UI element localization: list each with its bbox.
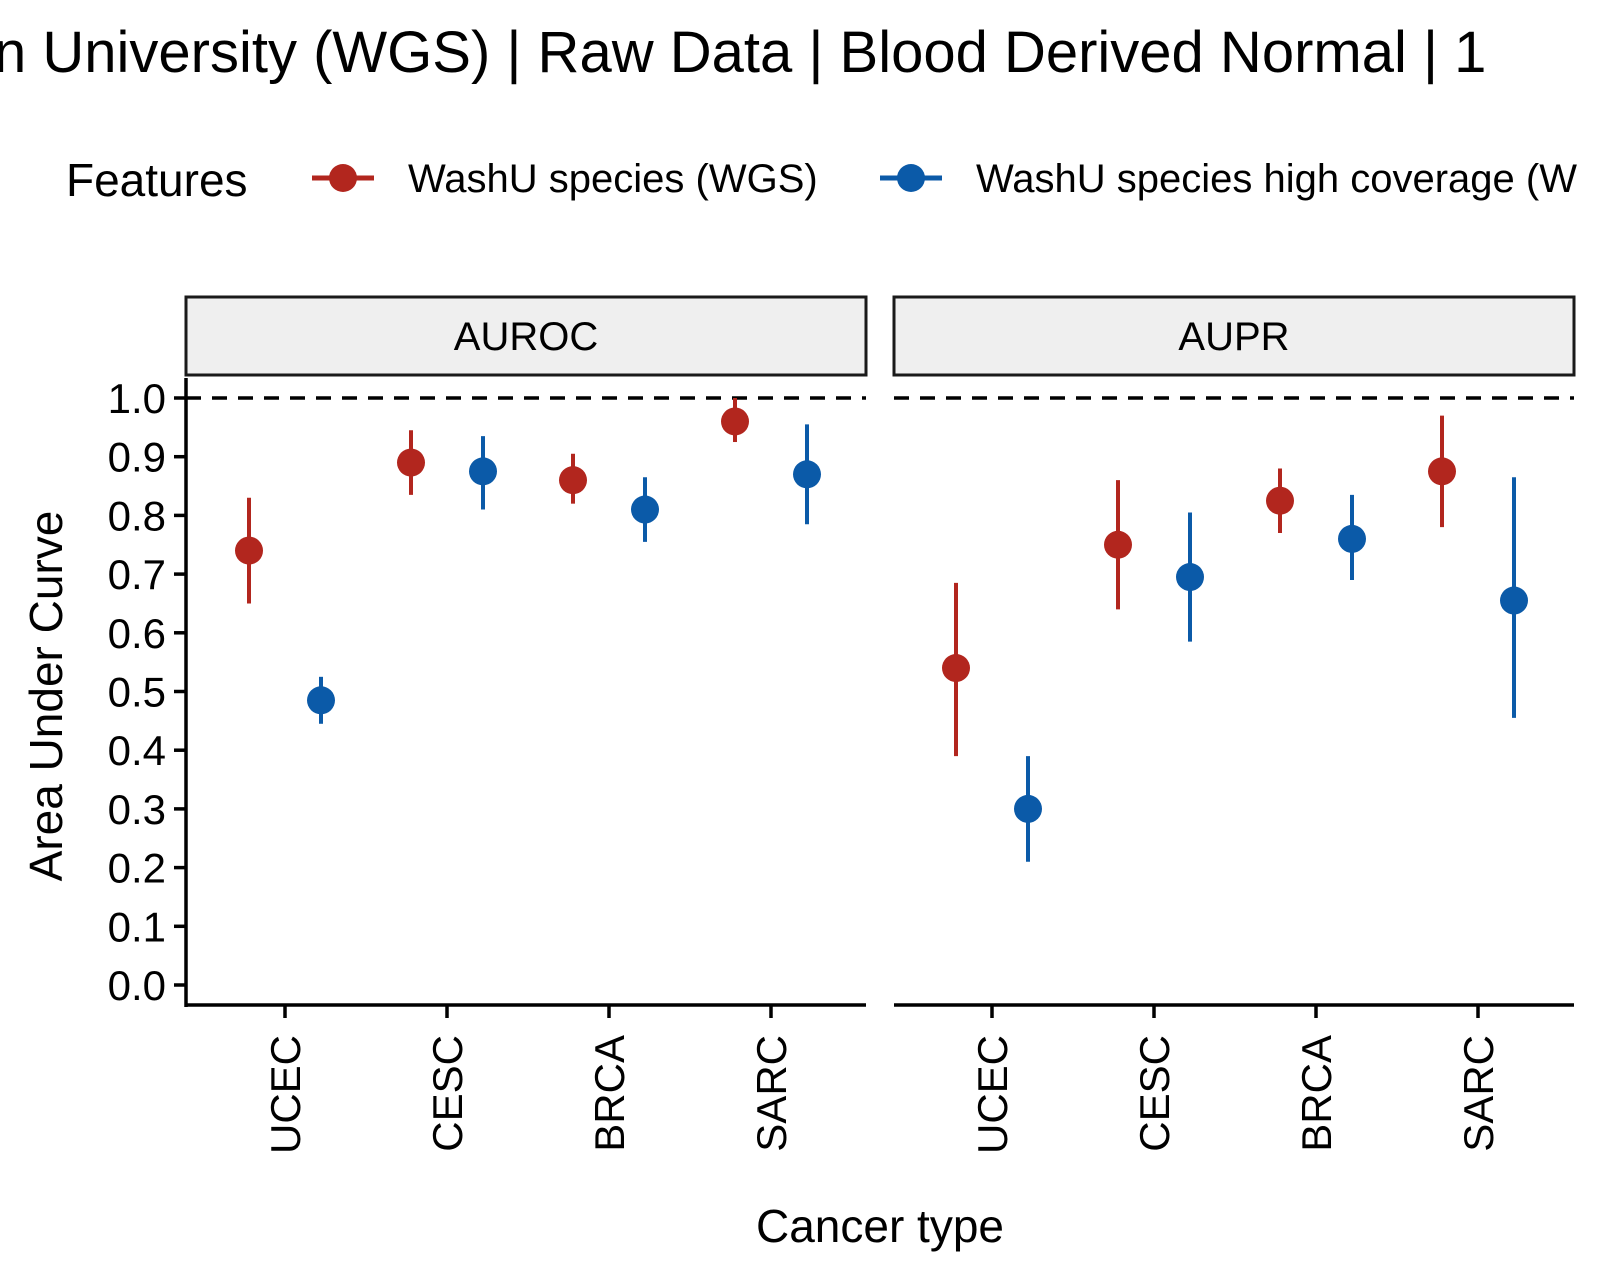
legend-title: Features: [66, 154, 248, 206]
x-tick-label: BRCA: [1293, 1035, 1340, 1152]
data-point: [721, 407, 749, 436]
strip-aupr: [892, 295, 1576, 377]
x-tick-label: CESC: [424, 1035, 471, 1152]
data-point: [942, 654, 970, 683]
y-tick-label: 0.4: [108, 727, 166, 774]
legend-entry-2: WashU species high coverage (W: [880, 157, 1577, 201]
x-axis-title: Cancer type: [756, 1200, 1004, 1252]
x-tick-label: SARC: [1455, 1035, 1502, 1152]
y-axis-title: Area Under Curve: [20, 511, 72, 882]
data-point: [1014, 794, 1042, 823]
y-tick-label: 0.1: [108, 903, 166, 950]
y-tick-label: 0.0: [108, 962, 166, 1009]
y-tick-label: 1.0: [108, 375, 166, 422]
y-tick-label: 0.7: [108, 551, 166, 598]
legend-key-point: [897, 164, 925, 192]
x-tick-label: BRCA: [586, 1035, 633, 1152]
data-point: [1176, 563, 1204, 592]
x-tick-label: CESC: [1131, 1035, 1178, 1152]
data-point: [1500, 586, 1528, 615]
plot-area: AUROC UCEC CESC BRCA SARC 0.0 0.1 0.2 0.3 0.4 0.5 0…: [108, 295, 1576, 1154]
legend-key-point: [329, 164, 357, 192]
data-point: [1428, 457, 1456, 486]
data-point: [307, 686, 335, 715]
y-tick-label: 0.5: [108, 669, 166, 716]
data-point: [1104, 530, 1132, 559]
strip-label: AUPR: [1178, 315, 1289, 359]
data-point: [1338, 524, 1366, 553]
x-tick-label: UCEC: [262, 1035, 309, 1154]
y-tick-label: 0.3: [108, 786, 166, 833]
legend-label-2: WashU species high coverage (W: [976, 157, 1577, 201]
data-point: [793, 460, 821, 489]
x-tick-label: SARC: [748, 1035, 795, 1152]
y-tick-label: 0.2: [108, 845, 166, 892]
data-point: [1266, 486, 1294, 515]
panel-auroc: AUROC UCEC CESC BRCA SARC 0.0 0.1 0.2 0.3 0.4 0.5 0…: [108, 295, 868, 1154]
chart-title: n University (WGS) | Raw Data | Blood De…: [0, 20, 1486, 85]
legend: Features WashU species (WGS) WashU speci…: [66, 154, 1577, 206]
strip-auroc: [184, 295, 868, 377]
strip-label: AUROC: [454, 315, 598, 359]
data-point: [397, 448, 425, 477]
y-tick-label: 0.8: [108, 492, 166, 539]
legend-entry-1: WashU species (WGS): [312, 157, 818, 201]
data-point: [235, 536, 263, 565]
data-point: [631, 495, 659, 524]
panel-aupr: AUPR UCEC CESC BRCA SARC: [892, 295, 1576, 1154]
x-tick-label: UCEC: [969, 1035, 1016, 1154]
legend-label-1: WashU species (WGS): [408, 157, 818, 201]
data-point: [469, 457, 497, 486]
data-point: [559, 466, 587, 495]
y-tick-label: 0.9: [108, 434, 166, 481]
y-tick-label: 0.6: [108, 610, 166, 657]
